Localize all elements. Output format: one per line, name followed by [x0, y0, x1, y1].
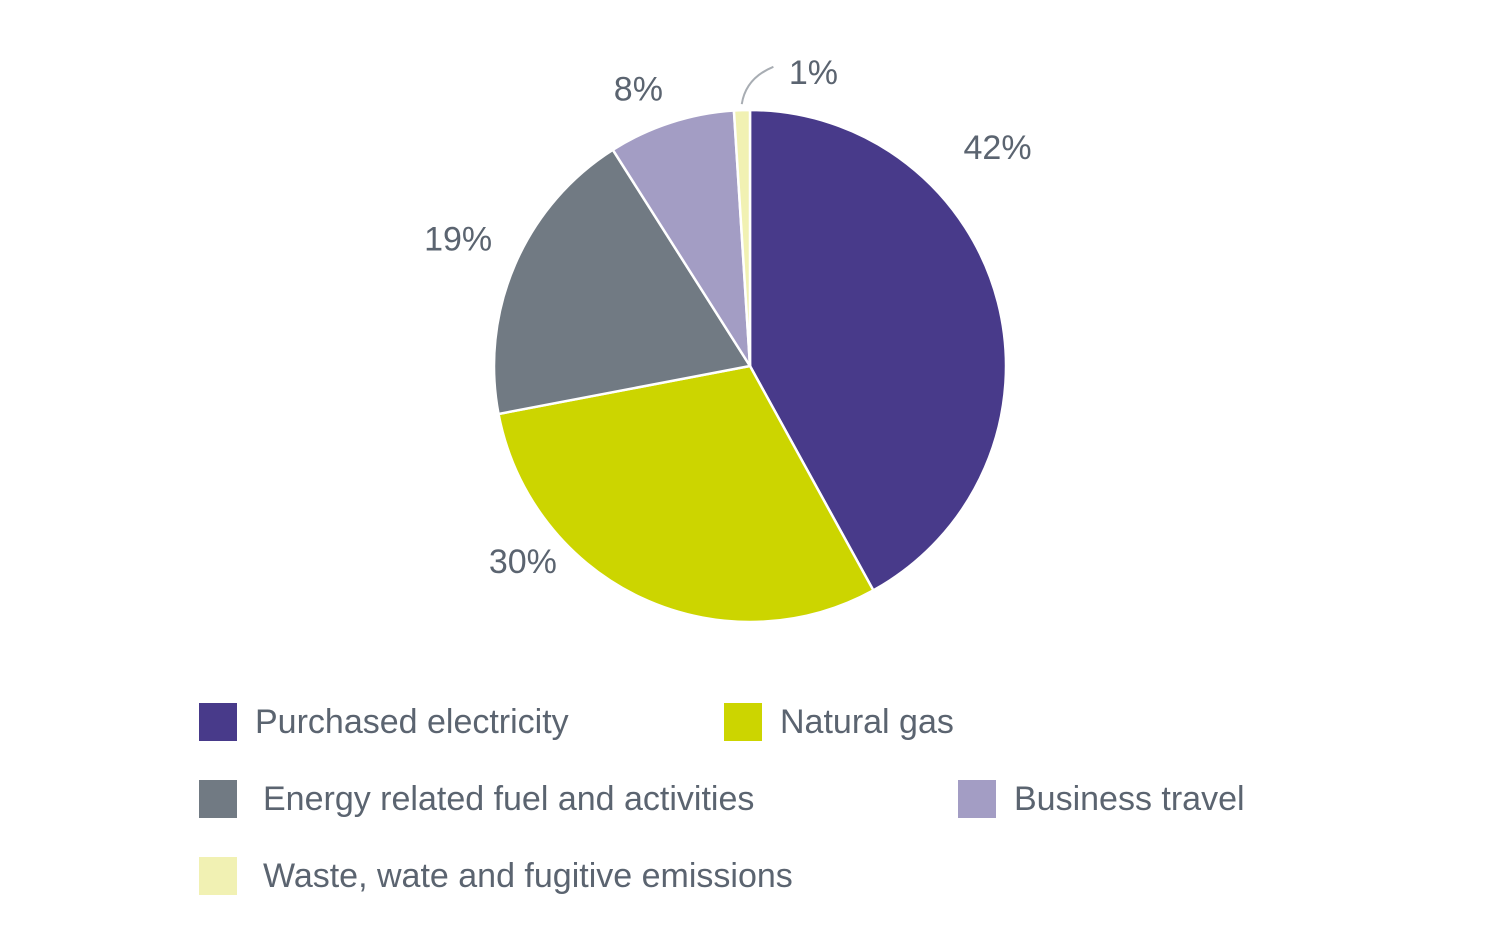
- legend-item-natural-gas: Natural gas: [724, 702, 954, 742]
- legend-swatch-natural-gas: [724, 703, 762, 741]
- pie-labels: 42% 30% 19% 8% 1%: [424, 54, 1031, 581]
- pie-label-purchased-electricity: 42%: [964, 129, 1032, 167]
- legend-swatch-purchased-electricity: [199, 703, 237, 741]
- pie-label-waste: 1%: [789, 54, 838, 92]
- legend-label-natural-gas: Natural gas: [780, 702, 954, 741]
- pie-slice-energy-related-fuel: [492, 148, 752, 416]
- pie-chart: 42% 30% 19% 8% 1%: [424, 54, 1032, 624]
- legend-item-waste: Waste, wate and fugitive emissions: [199, 856, 793, 896]
- legend-label-purchased-electricity: Purchased electricity: [255, 702, 569, 741]
- legend-label-waste: Waste, wate and fugitive emissions: [263, 856, 793, 895]
- pie-label-business-travel: 8%: [614, 71, 663, 109]
- pie-slice-waste: [732, 108, 752, 368]
- legend-label-energy-related-fuel: Energy related fuel and activities: [263, 779, 755, 818]
- pie-leader-line-waste: [740, 65, 774, 105]
- legend-swatch-waste: [199, 857, 237, 895]
- legend-item-energy-related-fuel: Energy related fuel and activities: [199, 779, 754, 819]
- legend-swatch-energy-related-fuel: [199, 780, 237, 818]
- legend-swatch-business-travel: [958, 780, 996, 818]
- pie-label-energy-related-fuel: 19%: [424, 221, 492, 259]
- legend-label-business-travel: Business travel: [1014, 779, 1245, 818]
- pie-slice-business-travel: [611, 109, 752, 368]
- pie-label-natural-gas: 30%: [489, 543, 557, 581]
- pie-slices: [492, 108, 1008, 624]
- pie-slice-natural-gas: [497, 364, 875, 624]
- pie-slice-purchased-electricity: [748, 108, 1008, 592]
- legend-item-purchased-electricity: Purchased electricity: [199, 702, 569, 742]
- legend-item-business-travel: Business travel: [958, 779, 1245, 819]
